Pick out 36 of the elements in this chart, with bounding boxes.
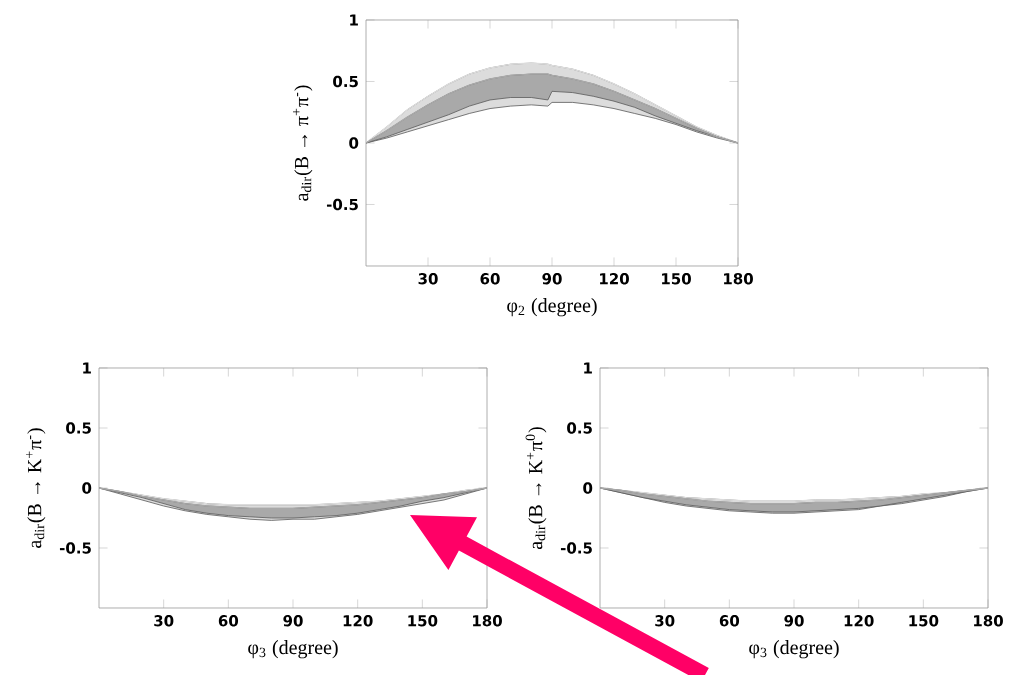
- x-tick-label: 150: [662, 273, 691, 285]
- y-axis-title: a$_{dir}$(B → K$^{+}$π$^{-}$): [25, 428, 46, 548]
- x-tick-label: 180: [724, 273, 753, 285]
- x-tick-label: 150: [408, 615, 438, 627]
- x-tick-label: 180: [974, 615, 1003, 627]
- x-tick-label: 90: [542, 273, 562, 285]
- x-tick-label: 120: [600, 273, 629, 285]
- x-tick-label: 60: [719, 615, 740, 627]
- x-tick-label: 120: [343, 615, 373, 627]
- y-tick-label: -0.5: [326, 198, 358, 211]
- x-tick-label: 90: [784, 615, 804, 627]
- x-tick-label: 120: [844, 615, 874, 627]
- y-axis-title: a$_{dir}$(B → K$^{+}$π$^{0}$): [525, 427, 547, 550]
- x-tick-label: 60: [480, 273, 500, 285]
- y-tick-label: -0.5: [59, 542, 91, 554]
- x-axis-title: φ$_{3}$ (degree): [248, 640, 338, 659]
- y-tick-label: 0.5: [66, 422, 91, 434]
- y-tick-label: 0: [583, 482, 593, 494]
- y-tick-label: 0: [82, 482, 92, 494]
- y-tick-label: 0.5: [333, 75, 358, 88]
- x-axis-title: φ$_{2}$ (degree): [507, 298, 597, 317]
- x-tick-label: 30: [154, 615, 174, 627]
- y-tick-label: 1: [83, 362, 91, 374]
- x-tick-label: 180: [473, 615, 502, 627]
- y-tick-label: -0.5: [560, 542, 592, 554]
- x-tick-label: 90: [283, 615, 303, 627]
- x-tick-label: 30: [418, 273, 438, 285]
- y-axis-title: a$_{dir}$(B → π$^{+}$π$^{-}$): [292, 85, 313, 201]
- x-tick-label: 30: [655, 615, 675, 627]
- x-axis-title: φ$_{3}$ (degree): [749, 640, 839, 659]
- y-tick-label: 0: [349, 137, 359, 149]
- y-tick-label: 1: [584, 362, 592, 374]
- y-tick-label: 1: [350, 14, 358, 26]
- x-tick-label: 60: [218, 615, 239, 627]
- y-tick-label: 0.5: [567, 422, 592, 434]
- x-tick-label: 150: [909, 615, 939, 627]
